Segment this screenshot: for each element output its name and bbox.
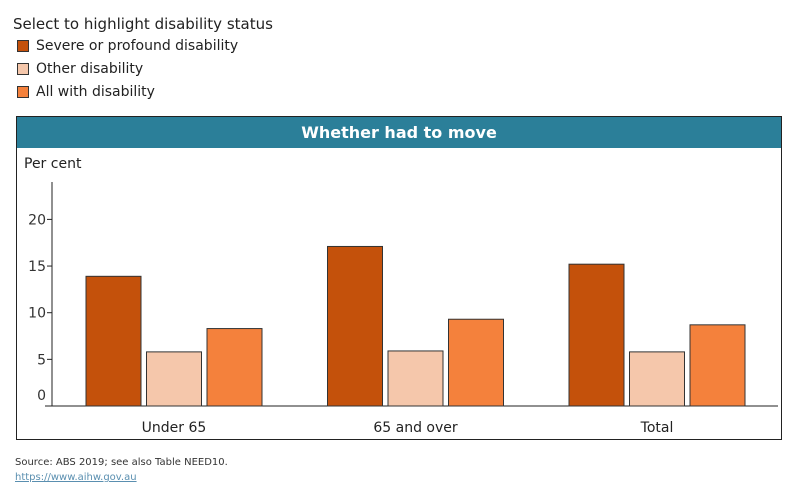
bar-severe-or-profound-disability [85,275,142,407]
y-tick-label: 15 [28,259,46,275]
source-note: Source: ABS 2019; see also Table NEED10. [15,457,228,468]
bar-other-disability [387,350,444,407]
legend-title: Select to highlight disability status [13,15,273,33]
legend-swatch [17,63,29,75]
legend-swatch [17,40,29,52]
bar-all-with-disability [206,328,263,407]
y-tick-label: 10 [28,306,46,322]
y-tick-label: 0 [37,388,46,404]
legend-item-other[interactable]: Other disability [17,61,143,77]
legend-label: All with disability [36,84,155,100]
x-tick-label: Total [640,420,674,436]
legend-item-all[interactable]: All with disability [17,84,155,100]
y-tick-label: 20 [28,212,46,228]
x-tick-label: 65 and over [373,420,458,436]
y-tick-label: 5 [37,352,46,368]
bar-other-disability [629,351,685,407]
bar-severe-or-profound-disability [327,245,383,407]
chart-title: Whether had to move [17,117,781,148]
legend-swatch [17,86,29,98]
bar-severe-or-profound-disability [568,263,625,407]
chart-panel: Whether had to move [16,116,782,440]
y-axis-label: Per cent [24,156,82,172]
bar-all-with-disability [448,318,504,407]
bar-other-disability [146,351,202,407]
legend-item-severe[interactable]: Severe or profound disability [17,38,238,54]
bar-all-with-disability [689,324,746,407]
x-tick-label: Under 65 [142,420,207,436]
source-link[interactable]: https://www.aihw.gov.au [15,472,137,483]
legend-label: Other disability [36,61,144,77]
legend-label: Severe or profound disability [36,38,239,54]
